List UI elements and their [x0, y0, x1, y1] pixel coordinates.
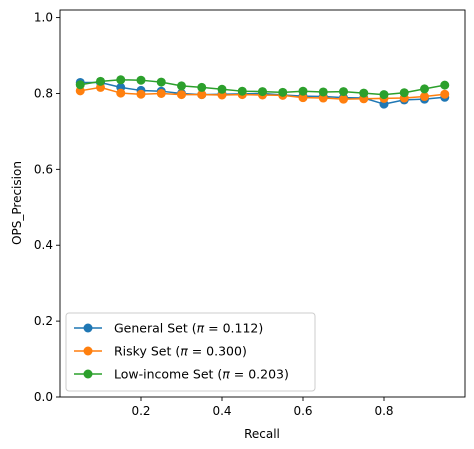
legend-label-value: = 0.300): [188, 344, 247, 359]
legend-marker: [83, 323, 93, 333]
data-point: [440, 89, 450, 99]
y-tick-label: 0.2: [34, 314, 53, 328]
data-point: [75, 80, 85, 90]
data-point: [237, 86, 247, 96]
legend-label-text: Risky Set (: [114, 344, 180, 359]
data-point: [156, 77, 166, 87]
legend-label: Risky Set (π = 0.300): [114, 344, 247, 359]
data-point: [298, 86, 308, 96]
y-tick-label: 0.0: [34, 390, 53, 404]
y-tick-label: 0.4: [34, 238, 53, 252]
data-point: [217, 84, 227, 94]
data-point: [339, 94, 348, 104]
data-point: [420, 92, 429, 102]
data-point: [136, 75, 146, 85]
data-point: [359, 88, 369, 98]
legend-label: Low-income Set (π = 0.203): [114, 367, 289, 382]
data-point: [96, 76, 105, 86]
legend-label-symbol: π: [222, 367, 230, 382]
plot-content: [75, 75, 450, 109]
data-point: [318, 87, 328, 97]
legend-marker: [83, 369, 93, 379]
x-tick-label: 0.4: [212, 404, 231, 418]
plot-frame: [59, 9, 466, 398]
data-point: [339, 87, 348, 97]
data-point: [399, 88, 409, 98]
y-axis-title: OPS_Precision: [10, 161, 24, 245]
legend-label-text: General Set (: [114, 321, 197, 336]
data-point: [156, 88, 166, 98]
legend-item: Low-income Set (π = 0.203): [74, 367, 289, 382]
y-tick-label: 1.0: [34, 11, 53, 25]
legend-item: Risky Set (π = 0.300): [74, 344, 247, 359]
data-point: [197, 90, 207, 100]
y-tick-label: 0.8: [34, 86, 53, 100]
legend: General Set (π = 0.112)Risky Set (π = 0.…: [65, 312, 316, 392]
legend-label-value: = 0.203): [230, 367, 289, 382]
legend-label: General Set (π = 0.112): [114, 321, 263, 336]
legend-marker: [83, 346, 93, 356]
x-tick-label: 0.6: [293, 404, 312, 418]
data-point: [379, 90, 389, 100]
data-point: [420, 84, 429, 94]
data-point: [298, 93, 308, 103]
data-point: [440, 80, 450, 90]
x-tick-label: 0.8: [374, 404, 393, 418]
legend-label-value: = 0.112): [204, 321, 263, 336]
y-tick-label: 0.6: [34, 162, 53, 176]
legend-item: General Set (π = 0.112): [74, 321, 263, 336]
axes: 0.2 0.4 0.6 0.8 0.0 0.2 0.4 0.6 0.8 1.0: [34, 11, 394, 418]
data-point: [116, 75, 126, 85]
data-point: [116, 88, 126, 98]
data-point: [177, 81, 186, 91]
x-axis-title: Recall: [244, 427, 280, 441]
x-tick-label: 0.2: [131, 404, 150, 418]
data-point: [278, 87, 288, 97]
legend-box: [65, 312, 316, 392]
data-point: [197, 82, 207, 92]
legend-label-text: Low-income Set (: [114, 367, 222, 382]
series-3: [75, 75, 450, 100]
data-point: [177, 90, 186, 100]
data-point: [136, 89, 146, 99]
legend-label-symbol: π: [197, 321, 205, 336]
data-point: [258, 87, 267, 97]
legend-label-symbol: π: [180, 344, 188, 359]
